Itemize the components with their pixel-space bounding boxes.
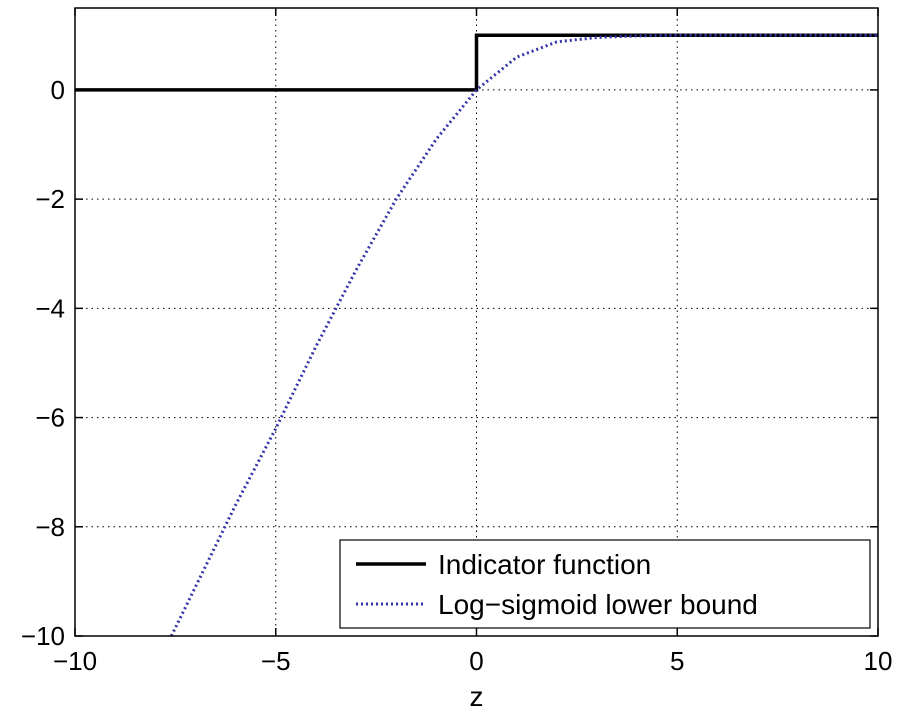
- tick-labels: −10 −5 0 5 10 −10 −8 −6 −4 −2 0: [21, 75, 893, 676]
- series-line-indicator: [75, 33, 878, 92]
- x-tick-label: 0: [469, 646, 483, 676]
- x-tick-label: −5: [261, 646, 291, 676]
- y-tick-label: −2: [35, 184, 65, 214]
- x-tick-label: 10: [864, 646, 893, 676]
- y-tick-label: −6: [35, 403, 65, 433]
- x-axis-title: z: [470, 681, 484, 712]
- x-tick-label: 5: [670, 646, 684, 676]
- x-tick-label: −10: [53, 646, 97, 676]
- legend-box: [339, 539, 871, 629]
- legend: Indicator function Log−sigmoid lower bou…: [339, 539, 871, 629]
- y-tick-label: −8: [35, 512, 65, 542]
- grid: [75, 8, 878, 636]
- legend-label-log-sigmoid: Log−sigmoid lower bound: [438, 589, 758, 620]
- legend-label-indicator: Indicator function: [438, 549, 651, 580]
- ticks: [74, 8, 879, 637]
- series-layer: [75, 33, 878, 637]
- y-tick-label: 0: [51, 75, 65, 105]
- y-tick-label: −4: [35, 293, 65, 323]
- y-tick-label: −10: [21, 621, 65, 651]
